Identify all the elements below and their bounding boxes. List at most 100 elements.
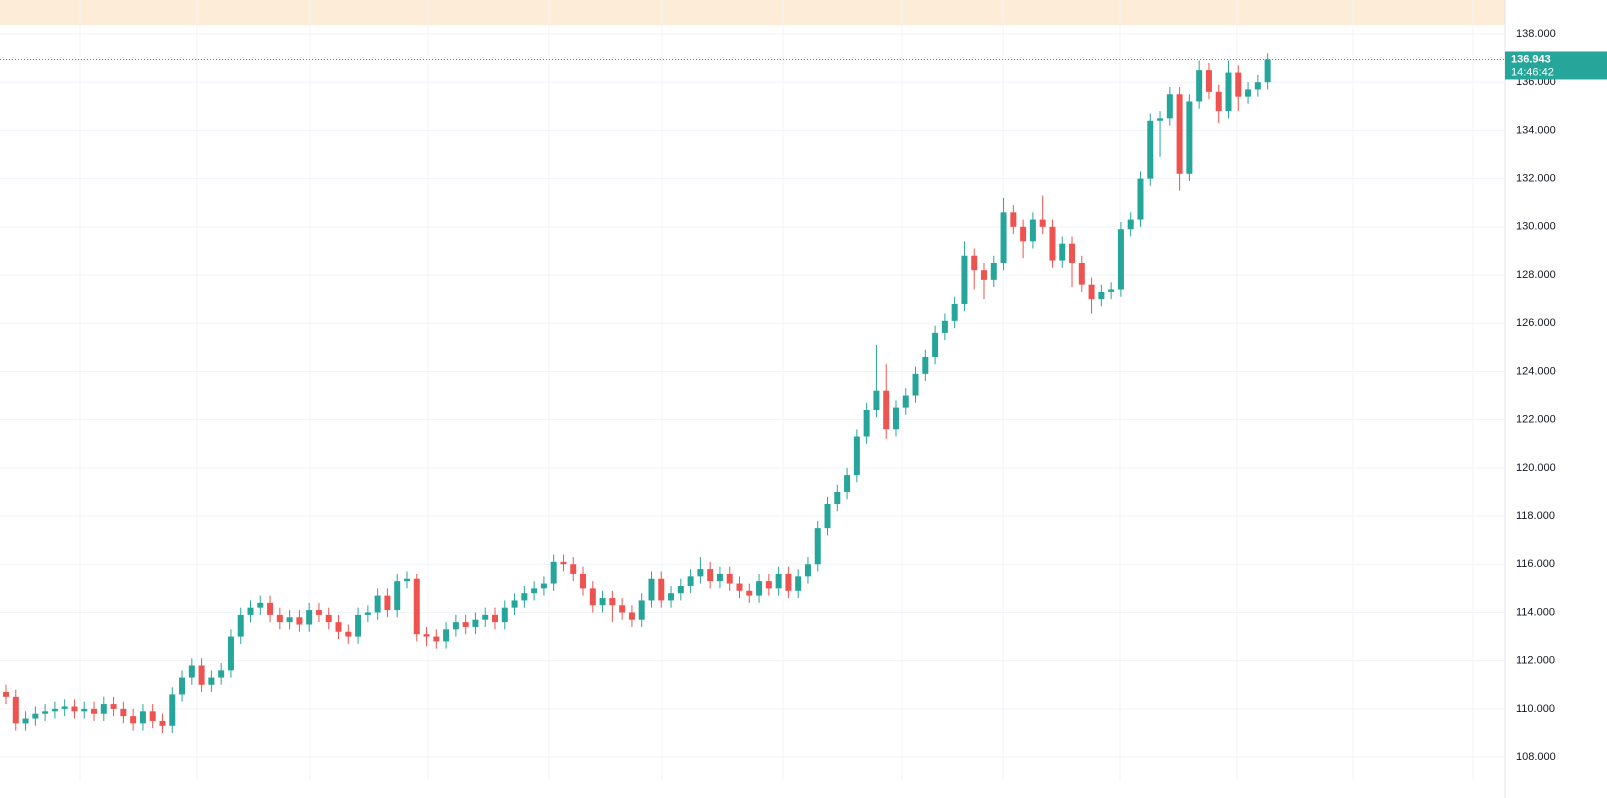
candle-body: [638, 600, 645, 620]
candle-body: [521, 593, 528, 601]
y-tick-label: 120.000: [1516, 462, 1556, 474]
candle-body: [1137, 178, 1144, 220]
candle-body: [227, 636, 234, 671]
y-tick-label: 130.000: [1516, 221, 1556, 233]
candle-body: [1215, 91, 1222, 112]
candle-body: [580, 573, 587, 589]
candle-body: [1078, 262, 1085, 285]
candle-body: [462, 622, 469, 627]
candle-body: [707, 569, 714, 582]
candle-body: [110, 704, 117, 709]
candle-body: [814, 528, 821, 565]
candle-body: [1157, 118, 1164, 121]
candle-body: [91, 708, 98, 714]
candle-body: [892, 407, 899, 430]
candle-body: [364, 612, 371, 615]
candle-body: [1059, 243, 1066, 261]
candle-body: [276, 614, 283, 623]
candle-body: [531, 588, 538, 594]
candle-body: [130, 716, 137, 724]
candle-body: [3, 692, 9, 697]
candle-body: [648, 578, 655, 601]
y-tick-label: 132.000: [1516, 173, 1556, 185]
y-tick-label: 108.000: [1516, 751, 1556, 763]
candle-body: [834, 491, 841, 505]
candle-body: [961, 255, 968, 304]
candle-body: [32, 713, 39, 719]
candle-body: [1264, 59, 1271, 83]
candle-body: [237, 614, 244, 637]
time-grid: [79, 0, 1474, 780]
y-tick-label: 134.000: [1516, 124, 1556, 136]
candle-body: [726, 573, 733, 584]
candle-body: [1127, 219, 1134, 230]
candle-body: [169, 694, 176, 726]
candle-body: [941, 320, 948, 333]
y-tick-label: 122.000: [1516, 414, 1556, 426]
candle-body: [345, 631, 352, 637]
candle-body: [384, 595, 391, 611]
candle-body: [413, 578, 420, 635]
candle-body: [873, 390, 880, 411]
candle-body: [1186, 101, 1193, 174]
y-tick-label: 118.000: [1516, 510, 1555, 522]
candle-body: [374, 595, 381, 613]
candle-body: [315, 610, 322, 615]
candle-body: [1010, 212, 1017, 227]
candle-body: [120, 708, 127, 717]
candle-body: [1049, 226, 1056, 261]
candle-body: [423, 634, 430, 637]
candle-body: [746, 590, 753, 596]
candle-body: [71, 706, 78, 712]
candle-body: [335, 622, 342, 632]
candle-body: [932, 332, 939, 357]
candle-body: [218, 670, 225, 678]
candle-body: [511, 600, 518, 608]
candle-body: [990, 262, 997, 280]
candle-body: [795, 576, 802, 591]
candle-body: [589, 588, 596, 606]
candle-body: [863, 410, 870, 437]
candle-body: [1176, 94, 1183, 174]
candle-body: [902, 395, 909, 408]
candle-body: [736, 583, 743, 591]
last-price-tag: [1505, 51, 1607, 80]
candle-body: [687, 576, 694, 586]
candle-body: [785, 573, 792, 591]
candle-body: [1098, 291, 1105, 300]
candle-body: [844, 475, 851, 492]
candle-body: [139, 711, 146, 724]
candle-body: [883, 390, 890, 430]
candle-body: [628, 612, 635, 620]
candle-body: [492, 614, 498, 623]
candle-body: [599, 598, 606, 606]
candle-body: [443, 629, 450, 642]
candle-body: [179, 677, 186, 695]
candle-body: [433, 636, 440, 642]
candle-body: [668, 593, 675, 601]
candle-body: [51, 708, 58, 712]
y-tick-label: 138.000: [1516, 28, 1556, 40]
y-tick-label: 128.000: [1516, 269, 1556, 281]
candle-body: [1166, 94, 1173, 119]
candle-body: [208, 677, 215, 685]
candle-body: [1254, 82, 1261, 90]
candle-body: [570, 564, 577, 574]
candle-body: [1147, 120, 1154, 179]
y-tick-label: 114.000: [1516, 606, 1555, 618]
last-price-label: 136.943: [1511, 53, 1551, 65]
candle-body: [550, 561, 557, 584]
candle-body: [922, 356, 929, 374]
candle-body: [159, 720, 166, 726]
candle-body: [325, 614, 332, 623]
candle-body: [22, 718, 29, 724]
candle-body: [286, 617, 293, 623]
candle-body: [619, 605, 626, 613]
candle-body: [1245, 89, 1252, 97]
countdown-label: 14:46:42: [1511, 66, 1554, 78]
candle-body: [149, 711, 156, 721]
y-tick-label: 116.000: [1516, 558, 1555, 570]
candle-body: [1117, 229, 1124, 290]
candle-body: [824, 504, 831, 529]
candle-body: [1235, 72, 1242, 97]
